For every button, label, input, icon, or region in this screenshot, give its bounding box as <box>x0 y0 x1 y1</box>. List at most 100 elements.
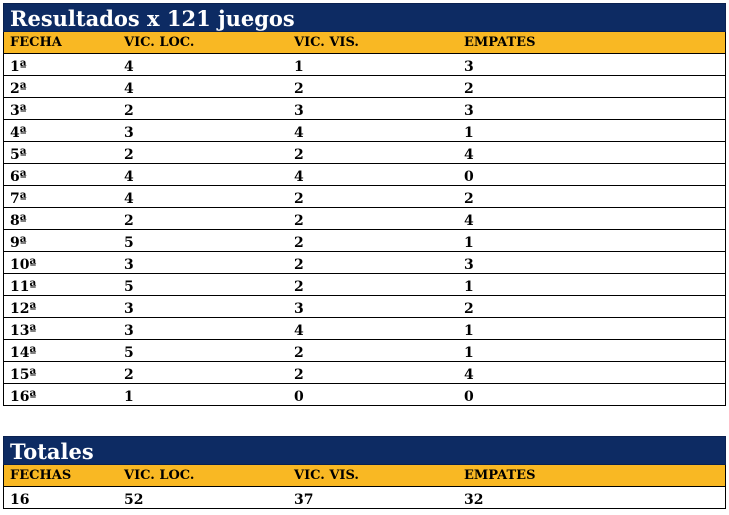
cell-vic-vis: 3 <box>294 103 304 119</box>
table-row: 7ª 4 2 2 <box>3 186 726 208</box>
cell-fecha: 1ª <box>10 59 27 75</box>
cell-fecha: 13ª <box>10 323 37 339</box>
totals-empates-value: 32 <box>464 492 484 508</box>
cell-vic-vis: 2 <box>294 147 304 163</box>
cell-fecha: 10ª <box>10 257 37 273</box>
cell-vic-vis: 4 <box>294 169 304 185</box>
header-fecha: FECHA <box>10 35 62 50</box>
cell-fecha: 2ª <box>10 81 27 97</box>
table-row: 16ª 1 0 0 <box>3 384 726 406</box>
cell-vic-vis: 0 <box>294 389 304 405</box>
cell-vic-loc: 3 <box>124 323 134 339</box>
cell-fecha: 4ª <box>10 125 27 141</box>
header-empates: EMPATES <box>464 35 536 50</box>
totals-fechas-value: 16 <box>10 492 30 508</box>
cell-vic-loc: 2 <box>124 213 134 229</box>
table-row: 14ª 5 2 1 <box>3 340 726 362</box>
cell-vic-vis: 4 <box>294 125 304 141</box>
cell-vic-loc: 2 <box>124 103 134 119</box>
table-row: 2ª 4 2 2 <box>3 76 726 98</box>
table-row: 8ª 2 2 4 <box>3 208 726 230</box>
table-row: 5ª 2 2 4 <box>3 142 726 164</box>
cell-vic-loc: 4 <box>124 59 134 75</box>
results-title: Resultados x 121 juegos <box>3 3 726 32</box>
cell-vic-loc: 4 <box>124 191 134 207</box>
cell-fecha: 9ª <box>10 235 27 251</box>
cell-empates: 0 <box>464 169 474 185</box>
cell-vic-loc: 5 <box>124 279 134 295</box>
cell-vic-vis: 2 <box>294 191 304 207</box>
cell-empates: 4 <box>464 367 474 383</box>
results-table: Resultados x 121 juegos FECHA VIC. LOC. … <box>3 3 726 406</box>
cell-vic-vis: 1 <box>294 59 304 75</box>
cell-vic-loc: 4 <box>124 81 134 97</box>
totals-vic-loc-value: 52 <box>124 492 144 508</box>
totals-title: Totales <box>3 436 726 465</box>
table-row: 3ª 2 3 3 <box>3 98 726 120</box>
cell-vic-loc: 2 <box>124 147 134 163</box>
cell-empates: 3 <box>464 257 474 273</box>
totals-table: Totales FECHAS VIC. LOC. VIC. VIS. EMPAT… <box>3 436 726 509</box>
totals-header-empates: EMPATES <box>464 468 536 483</box>
cell-fecha: 16ª <box>10 389 37 405</box>
cell-empates: 4 <box>464 213 474 229</box>
cell-vic-vis: 2 <box>294 213 304 229</box>
totals-row: 16 52 37 32 <box>3 487 726 509</box>
cell-vic-loc: 1 <box>124 389 134 405</box>
totals-header-vic-vis: VIC. VIS. <box>294 468 359 483</box>
table-row: 11ª 5 2 1 <box>3 274 726 296</box>
cell-empates: 1 <box>464 235 474 251</box>
cell-empates: 1 <box>464 279 474 295</box>
totals-vic-vis-value: 37 <box>294 492 314 508</box>
cell-vic-loc: 3 <box>124 301 134 317</box>
cell-empates: 1 <box>464 345 474 361</box>
cell-empates: 2 <box>464 191 474 207</box>
cell-fecha: 12ª <box>10 301 37 317</box>
cell-vic-loc: 2 <box>124 367 134 383</box>
table-row: 4ª 3 4 1 <box>3 120 726 142</box>
results-body: 1ª 4 1 3 2ª 4 2 2 3ª 2 3 3 4ª 3 4 1 5ª 2 2 4 6ª 4 4 0 7ª 4 2 2 8ª 2 2 4… <box>3 54 726 406</box>
cell-vic-loc: 5 <box>124 235 134 251</box>
cell-empates: 1 <box>464 125 474 141</box>
cell-fecha: 8ª <box>10 213 27 229</box>
cell-empates: 3 <box>464 103 474 119</box>
cell-vic-loc: 5 <box>124 345 134 361</box>
cell-vic-vis: 2 <box>294 81 304 97</box>
cell-empates: 0 <box>464 389 474 405</box>
cell-vic-vis: 2 <box>294 367 304 383</box>
table-row: 1ª 4 1 3 <box>3 54 726 76</box>
results-header-row: FECHA VIC. LOC. VIC. VIS. EMPATES <box>3 32 726 54</box>
cell-fecha: 7ª <box>10 191 27 207</box>
cell-vic-vis: 2 <box>294 279 304 295</box>
header-vic-vis: VIC. VIS. <box>294 35 359 50</box>
cell-vic-loc: 3 <box>124 125 134 141</box>
cell-vic-loc: 4 <box>124 169 134 185</box>
cell-empates: 2 <box>464 301 474 317</box>
cell-empates: 4 <box>464 147 474 163</box>
cell-fecha: 14ª <box>10 345 37 361</box>
cell-vic-vis: 4 <box>294 323 304 339</box>
cell-fecha: 3ª <box>10 103 27 119</box>
table-row: 13ª 3 4 1 <box>3 318 726 340</box>
totals-header-row: FECHAS VIC. LOC. VIC. VIS. EMPATES <box>3 465 726 487</box>
table-row: 12ª 3 3 2 <box>3 296 726 318</box>
table-row: 9ª 5 2 1 <box>3 230 726 252</box>
table-row: 6ª 4 4 0 <box>3 164 726 186</box>
table-row: 15ª 2 2 4 <box>3 362 726 384</box>
cell-fecha: 5ª <box>10 147 27 163</box>
table-row: 10ª 3 2 3 <box>3 252 726 274</box>
cell-empates: 1 <box>464 323 474 339</box>
cell-vic-vis: 2 <box>294 235 304 251</box>
cell-fecha: 15ª <box>10 367 37 383</box>
cell-vic-vis: 3 <box>294 301 304 317</box>
cell-empates: 3 <box>464 59 474 75</box>
totals-header-vic-loc: VIC. LOC. <box>124 468 195 483</box>
cell-vic-vis: 2 <box>294 257 304 273</box>
cell-vic-vis: 2 <box>294 345 304 361</box>
totals-header-fechas: FECHAS <box>10 468 72 483</box>
cell-fecha: 6ª <box>10 169 27 185</box>
cell-fecha: 11ª <box>10 279 37 295</box>
cell-vic-loc: 3 <box>124 257 134 273</box>
cell-empates: 2 <box>464 81 474 97</box>
header-vic-loc: VIC. LOC. <box>124 35 195 50</box>
